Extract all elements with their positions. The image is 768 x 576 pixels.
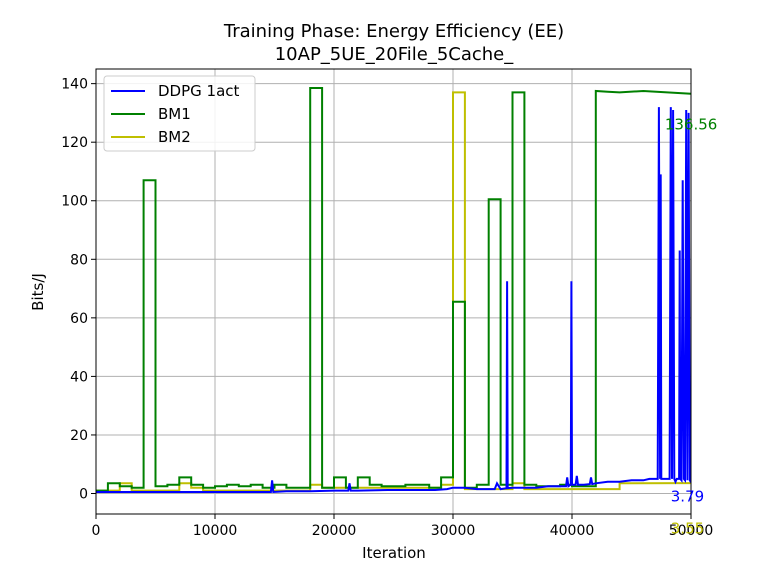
grid-lines [95,69,692,514]
y-tick-label: 100 [61,194,88,210]
end-value-annotations: 136.56 3.79 3.55 [665,116,718,538]
series-line-ddpg-1act [96,107,691,494]
x-tick-label: 10000 [193,523,238,539]
x-axis-label: Iteration [362,544,426,562]
legend-label: DDPG 1act [158,82,240,100]
y-tick-label: 60 [70,311,88,327]
y-tick-label: 20 [70,428,88,444]
y-tick-label: 0 [79,487,88,503]
chart-title-line-2: 10AP_5UE_20File_5Cache_ [275,44,515,65]
series-lines [96,87,691,494]
y-axis-ticks: 0 20 40 60 80 100 120 140 [61,77,96,503]
x-tick-label: 50000 [669,523,714,539]
legend-label: BM1 [158,105,191,123]
y-tick-label: 80 [70,252,88,268]
x-tick-label: 20000 [312,523,357,539]
x-tick-label: 40000 [550,523,595,539]
legend-box [103,75,256,152]
y-axis-label: Bits/J [29,273,47,311]
end-value-label: 136.56 [665,116,718,134]
y-tick-label: 140 [61,77,88,93]
x-axis-ticks: 0 10000 20000 30000 40000 50000 [92,514,714,539]
y-tick-label: 40 [70,369,88,385]
plot-frame [95,68,692,515]
series-line-bm1 [96,87,691,492]
x-tick-label: 30000 [431,523,476,539]
legend: DDPG 1act BM1 BM2 [103,75,256,152]
y-tick-label: 120 [61,135,88,151]
legend-label: BM2 [158,128,191,146]
x-tick-label: 0 [92,523,101,539]
end-value-label: 3.79 [671,487,704,505]
chart-title-line-1: Training Phase: Energy Efficiency (EE) [223,21,564,42]
end-value-label: 3.55 [671,520,704,538]
